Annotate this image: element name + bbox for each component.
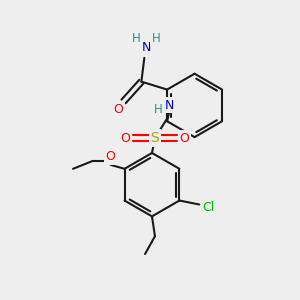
Text: O: O [180, 132, 190, 145]
Text: S: S [151, 131, 159, 145]
Text: O: O [120, 132, 130, 145]
Text: H: H [152, 32, 161, 44]
Text: N: N [165, 99, 175, 112]
Text: Cl: Cl [202, 201, 214, 214]
Text: H: H [154, 103, 162, 116]
Text: N: N [142, 41, 151, 55]
Text: H: H [132, 32, 141, 44]
Text: O: O [114, 103, 124, 116]
Text: O: O [106, 150, 116, 164]
